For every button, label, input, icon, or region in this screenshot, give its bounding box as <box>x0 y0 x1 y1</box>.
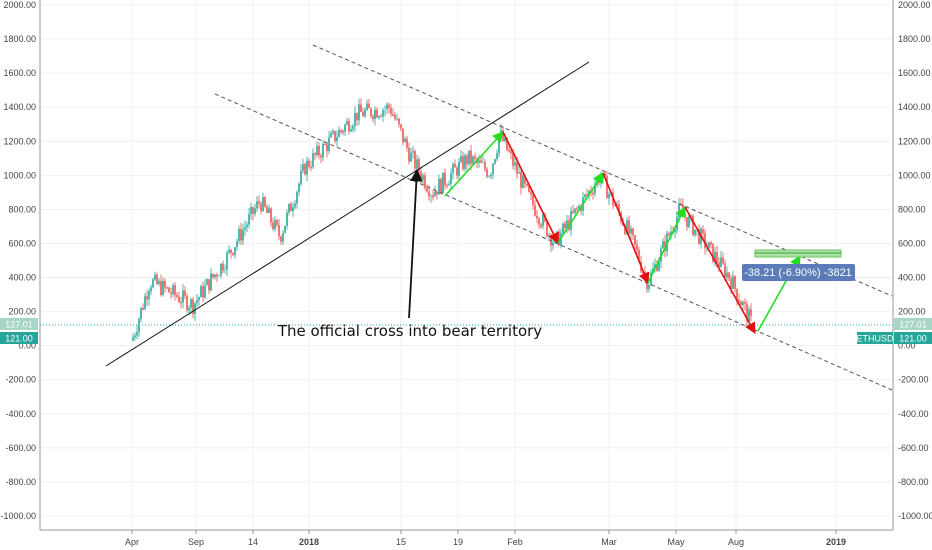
left-price-badge-current <box>0 332 38 344</box>
x-tick-label: Apr <box>125 537 139 547</box>
price-badges: 127.01 121.00 127.01 121.00 ETHUSD <box>0 318 932 344</box>
left-price-axis: 2000.00 1800.00 1600.00 1400.00 1200.00 1000.… <box>0 0 41 530</box>
measure-label[interactable]: -38.21 (-6.90%) -3821 <box>742 264 855 281</box>
y-tick-label-left: 600.00 <box>8 238 36 248</box>
y-tick-label-left: 800.00 <box>8 204 36 214</box>
y-tick-label-right: 800.00 <box>898 204 926 214</box>
x-tick-label: 14 <box>248 537 258 547</box>
x-tick-label: Sep <box>188 537 204 547</box>
y-tick-label-left: 1800.00 <box>3 34 36 44</box>
symbol-badge <box>857 332 893 344</box>
y-tick-label-right: -200.00 <box>898 375 929 385</box>
left-price-badge-current-text: 121.00 <box>5 334 33 344</box>
right-price-badge-secondary-text: 127.01 <box>899 320 927 330</box>
y-tick-label-right: 2000.00 <box>898 0 931 10</box>
decline-arrow <box>684 206 756 334</box>
rally-arrow <box>557 172 604 244</box>
x-tick-label: 19 <box>453 537 463 547</box>
y-tick-label-right: 400.00 <box>898 273 926 283</box>
annotation-arrow[interactable] <box>408 168 423 319</box>
x-tick-label: Feb <box>507 537 523 547</box>
y-tick-label-left: 1400.00 <box>3 102 36 112</box>
x-tick-label: Aug <box>728 537 744 547</box>
y-tick-label-left: -600.00 <box>5 443 36 453</box>
x-tick-label: 2019 <box>826 537 846 547</box>
swing-arrows[interactable] <box>444 131 801 334</box>
y-tick-label-right: 0.00 <box>898 341 916 351</box>
y-tick-label-left: -400.00 <box>5 409 36 419</box>
y-tick-label-right: -800.00 <box>898 477 929 487</box>
y-tick-label-left: 1000.00 <box>3 170 36 180</box>
decline-arrow <box>502 131 559 245</box>
right-price-badge-current <box>894 332 932 344</box>
right-price-badge-secondary <box>894 318 932 330</box>
y-tick-label-right: 1600.00 <box>898 68 931 78</box>
y-tick-label-right: 1000.00 <box>898 170 931 180</box>
decline-arrow <box>602 172 650 285</box>
measure-label-text: -38.21 (-6.90%) -3821 <box>744 267 852 279</box>
grid <box>40 0 893 530</box>
x-tick-label: 15 <box>396 537 406 547</box>
x-tick-label: 2018 <box>299 537 319 547</box>
y-tick-label-left: 200.00 <box>8 307 36 317</box>
right-price-badge-current-text: 121.00 <box>899 334 927 344</box>
right-price-axis[interactable]: 2000.00 1800.00 1600.00 1400.00 1200.00 1000.… <box>892 0 932 530</box>
y-tick-label-right: 1400.00 <box>898 102 931 112</box>
rally-arrow <box>647 205 686 284</box>
left-price-badge-secondary-text: 127.01 <box>5 320 33 330</box>
measure-label-box[interactable] <box>742 264 855 281</box>
y-tick-label-right: 200.00 <box>898 307 926 317</box>
y-tick-label-right: 1200.00 <box>898 136 931 146</box>
x-tick-label: Mar <box>601 537 617 547</box>
y-tick-label-right: -400.00 <box>898 409 929 419</box>
candlestick-series <box>132 98 752 342</box>
y-tick-label-left: 400.00 <box>8 273 36 283</box>
x-tick-label: May <box>667 537 685 547</box>
target-zone-box[interactable] <box>754 249 842 258</box>
left-price-badge-secondary <box>0 318 38 330</box>
time-axis[interactable]: Apr Sep 14 2018 15 19 Feb Mar May Aug 2019 <box>40 529 893 547</box>
annotation-text: The official cross into bear territory <box>277 322 542 340</box>
y-tick-label-right: 1800.00 <box>898 34 931 44</box>
support-trendline[interactable] <box>105 61 590 367</box>
y-tick-label-left: -800.00 <box>5 477 36 487</box>
y-tick-label-right: 600.00 <box>898 238 926 248</box>
symbol-badge-text: ETHUSD <box>856 334 894 344</box>
y-tick-label-left: 2000.00 <box>3 0 36 10</box>
drawing-layer[interactable]: -38.21 (-6.90%) -3821 The official cross… <box>105 44 893 391</box>
channel-upper-line[interactable] <box>312 44 893 297</box>
y-tick-label-left: 0.00 <box>18 341 36 351</box>
y-tick-label-left: -200.00 <box>5 375 36 385</box>
y-tick-label-left: 1600.00 <box>3 68 36 78</box>
y-tick-label-left: 1200.00 <box>3 136 36 146</box>
y-tick-label-right: -1000.00 <box>898 511 932 521</box>
y-tick-label-right: -600.00 <box>898 443 929 453</box>
y-tick-label-left: -1000.00 <box>0 511 36 521</box>
rally-arrow <box>444 131 504 197</box>
